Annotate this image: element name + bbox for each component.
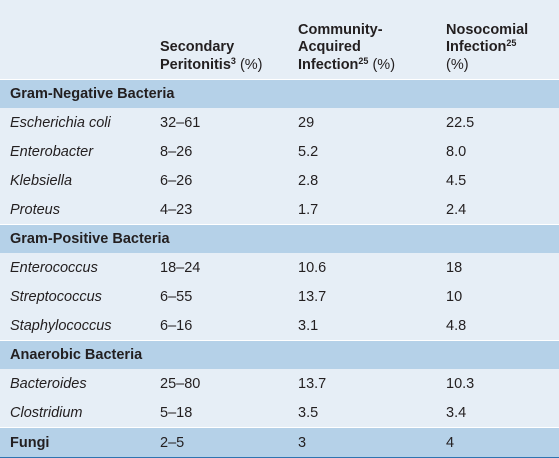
organism-name: Staphylococcus: [10, 317, 112, 334]
table-row: Proteus 4–23 1.7 2.4: [0, 195, 559, 225]
secondary-value: 6–16: [160, 317, 193, 334]
header-nosocomial: Nosocomial Infection25 (%): [438, 0, 559, 80]
nosocomial-value: 4: [438, 427, 559, 457]
community-value: 2.8: [298, 172, 319, 189]
header-community-line3-text: Infection: [298, 56, 359, 73]
table-row: Clostridium 5–18 3.5 3.4: [0, 398, 559, 428]
section-title: Anaerobic Bacteria: [0, 340, 559, 369]
header-community-line1: Community-: [298, 21, 383, 38]
organism-name: Clostridium: [10, 404, 83, 421]
community-value: 10.6: [298, 259, 327, 276]
organism-name: Escherichia coli: [10, 114, 111, 131]
nosocomial-value: 4.5: [446, 172, 467, 189]
header-community-acquired: Community- Acquired Infection25 (%): [288, 0, 438, 80]
header-nosocomial-line3: (%): [446, 56, 469, 73]
header-secondary-line2-text: Peritonitis: [160, 56, 231, 73]
header-community-unit: (%): [368, 56, 396, 73]
nosocomial-value: 22.5: [446, 114, 475, 131]
nosocomial-value: 10: [446, 288, 463, 305]
nosocomial-value: 4.8: [446, 317, 467, 334]
secondary-value: 2–5: [150, 427, 288, 457]
community-value: 1.7: [298, 201, 319, 218]
table-row: Escherichia coli 32–61 29 22.5: [0, 108, 559, 137]
header-community-line3: Infection25 (%): [298, 55, 434, 75]
nosocomial-value: 3.4: [446, 404, 467, 421]
secondary-value: 4–23: [160, 201, 193, 218]
section-row-anaerobic: Anaerobic Bacteria: [0, 340, 559, 369]
secondary-value: 32–61: [160, 114, 201, 131]
community-value: 3.1: [298, 317, 319, 334]
organism-name: Fungi: [0, 427, 150, 457]
organism-name: Enterococcus: [10, 259, 98, 276]
header-nosocomial-line2: Infection25: [446, 39, 555, 57]
table-row: Enterococcus 18–24 10.6 18: [0, 253, 559, 282]
organism-name: Enterobacter: [10, 143, 94, 160]
secondary-value: 25–80: [160, 375, 201, 392]
fungi-row: Fungi 2–5 3 4: [0, 427, 559, 457]
organism-name: Klebsiella: [10, 172, 73, 189]
header-nosocomial-ref: 25: [506, 38, 517, 48]
header-secondary-ref: 3: [230, 55, 236, 66]
section-row-gram-positive: Gram-Positive Bacteria: [0, 224, 559, 253]
secondary-value: 6–26: [160, 172, 193, 189]
section-title: Gram-Positive Bacteria: [0, 224, 559, 253]
community-value: 29: [298, 114, 315, 131]
header-secondary-line2: Peritonitis3 (%): [160, 55, 284, 75]
nosocomial-value: 8.0: [446, 143, 467, 160]
community-value: 13.7: [298, 288, 327, 305]
community-value: 13.7: [298, 375, 327, 392]
community-value: 3: [288, 427, 438, 457]
table-row: Enterobacter 8–26 5.2 8.0: [0, 137, 559, 166]
secondary-value: 6–55: [160, 288, 193, 305]
section-row-gram-negative: Gram-Negative Bacteria: [0, 79, 559, 108]
nosocomial-value: 2.4: [446, 201, 467, 218]
community-value: 5.2: [298, 143, 319, 160]
section-title: Gram-Negative Bacteria: [0, 79, 559, 108]
community-value: 3.5: [298, 404, 319, 421]
nosocomial-value: 18: [446, 259, 463, 276]
organism-name: Bacteroides: [10, 375, 87, 392]
table-row: Bacteroides 25–80 13.7 10.3: [0, 369, 559, 398]
header-organism-cell: [0, 0, 150, 80]
table-row: Streptococcus 6–55 13.7 10: [0, 282, 559, 311]
table-row: Klebsiella 6–26 2.8 4.5: [0, 166, 559, 195]
table-body: Gram-Negative Bacteria Escherichia coli …: [0, 79, 559, 457]
header-secondary-unit: (%): [235, 56, 263, 73]
header-nosocomial-line1: Nosocomial: [446, 21, 529, 38]
organism-name: Streptococcus: [10, 288, 102, 305]
organism-name: Proteus: [10, 201, 60, 218]
secondary-value: 8–26: [160, 143, 193, 160]
table-row: Staphylococcus 6–16 3.1 4.8: [0, 311, 559, 341]
header-secondary-line1: Secondary: [160, 39, 235, 55]
nosocomial-value: 10.3: [446, 375, 475, 392]
secondary-value: 18–24: [160, 259, 201, 276]
header-secondary-peritonitis: Secondary Peritonitis3 (%): [150, 0, 288, 80]
secondary-value: 5–18: [160, 404, 193, 421]
table-header-row: Secondary Peritonitis3 (%) Community- Ac…: [0, 0, 559, 80]
header-community-line2: Acquired: [298, 39, 361, 55]
header-community-ref: 25: [358, 55, 369, 66]
header-nosocomial-line2-text: Infection: [446, 39, 507, 55]
